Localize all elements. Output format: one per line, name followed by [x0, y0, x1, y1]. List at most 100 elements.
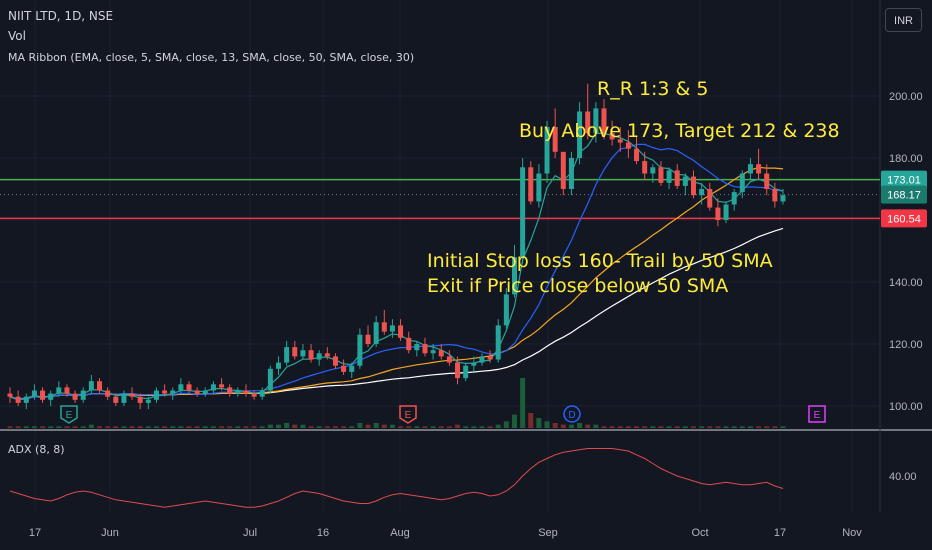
- adx-pane: [9, 448, 784, 508]
- candle-body: [503, 294, 509, 326]
- event-marker-earnings: [60, 405, 78, 424]
- volume-bar: [15, 426, 21, 428]
- annotations: R_R 1:3 & 5 Buy Above 173, Target 212 & 2…: [427, 78, 840, 297]
- candle-body: [381, 322, 387, 332]
- event-marker-earnings-upcoming: [808, 405, 826, 423]
- vol-indicator-label[interactable]: Vol: [8, 29, 26, 43]
- event-marker-label: E: [814, 410, 821, 421]
- volume-bar: [414, 426, 420, 428]
- volume-bar: [544, 421, 550, 428]
- price-badges: 173.01 168.17 160.54: [881, 170, 927, 228]
- annotation-text: Initial Stop loss 160- Trail by 50 SMA: [427, 250, 773, 272]
- volume-bar: [731, 426, 737, 428]
- volume-bar: [292, 424, 298, 428]
- volume-bar: [308, 426, 314, 428]
- candle-body: [617, 139, 623, 143]
- volume-bar: [601, 426, 607, 428]
- candle-body: [210, 384, 216, 391]
- candle-body: [560, 151, 566, 189]
- volume-bar: [365, 424, 371, 428]
- candle-body: [284, 347, 290, 363]
- volume-bar: [617, 426, 623, 428]
- candle-body: [487, 356, 493, 360]
- volume-bar: [251, 426, 257, 428]
- candle-body: [365, 334, 371, 344]
- volume-bar: [682, 426, 688, 428]
- volume-bar: [300, 424, 306, 428]
- candle-body: [227, 387, 233, 394]
- adx-indicator-label[interactable]: ADX (8, 8): [8, 443, 65, 456]
- candle-body: [756, 164, 762, 174]
- volume-bar: [650, 426, 656, 428]
- badge-last-price: [881, 185, 927, 204]
- volume-bar: [699, 426, 705, 428]
- time-tick-label: Jul: [243, 527, 257, 539]
- volume-bar: [113, 426, 119, 428]
- volume-bar: [487, 426, 493, 428]
- volume-bar: [31, 426, 37, 428]
- candle-body: [764, 173, 770, 189]
- volume-bar: [690, 426, 696, 428]
- time-tick-label: 17: [774, 527, 786, 539]
- candle-body: [251, 393, 257, 397]
- volume-bar: [227, 426, 233, 428]
- badge-support-label: 160.54: [887, 213, 921, 225]
- candle-body: [373, 322, 379, 344]
- candle-body: [446, 356, 452, 363]
- volume-bar: [186, 426, 192, 428]
- event-marker-label: E: [66, 410, 73, 421]
- volume-bar: [634, 426, 640, 428]
- candle-body: [707, 189, 713, 208]
- annotation-text: R_R 1:3 & 5: [597, 78, 709, 100]
- volume-bar: [56, 426, 62, 428]
- candle-body: [137, 396, 143, 403]
- candle-body: [601, 108, 607, 134]
- volume-bar: [438, 426, 444, 428]
- candle-body: [178, 384, 184, 391]
- time-axis[interactable]: 17 Jun Jul 16 Aug Sep Oct 17 Nov: [29, 527, 862, 539]
- volume-bar: [430, 426, 436, 428]
- candle-body: [666, 170, 672, 183]
- candle-body: [113, 396, 119, 403]
- candle-body: [747, 164, 753, 174]
- symbol-title[interactable]: NIIT LTD, 1D, NSE: [8, 9, 114, 23]
- volume-bar: [373, 423, 379, 428]
- volume-bar: [40, 426, 46, 428]
- candle-body: [625, 142, 631, 149]
- volume-bar: [707, 426, 713, 428]
- candle-body: [731, 192, 737, 205]
- volume-bar: [162, 426, 168, 428]
- volume-bar: [593, 424, 599, 428]
- volume-bar: [536, 418, 542, 428]
- time-tick-label: 17: [29, 527, 41, 539]
- time-tick-label: Sep: [538, 527, 558, 539]
- currency-button[interactable]: INR: [885, 8, 922, 32]
- sma13-line: [9, 143, 784, 401]
- candle-body: [422, 344, 428, 354]
- volume-bar: [145, 426, 151, 428]
- volume-bar: [511, 414, 517, 428]
- price-tick-label: 120.00: [889, 339, 923, 351]
- badge-resistance: [881, 170, 927, 189]
- candle-body: [471, 362, 477, 366]
- volume-bar: [276, 424, 282, 428]
- volume-bar: [609, 426, 615, 428]
- volume-bar: [316, 426, 322, 428]
- volume-bar: [568, 424, 574, 428]
- volume-bar: [642, 426, 648, 428]
- candle-body: [7, 393, 13, 397]
- volume-bar: [723, 426, 729, 428]
- candle-body: [690, 176, 696, 196]
- ma-ribbon-label[interactable]: MA Ribbon (EMA, close, 5, SMA, close, 13…: [8, 51, 415, 64]
- volume-bar: [178, 426, 184, 428]
- candle-body: [544, 127, 550, 174]
- volume-bar: [406, 426, 412, 428]
- candle-body: [80, 390, 86, 400]
- candles: [7, 83, 786, 410]
- candle-body: [88, 381, 94, 391]
- candle-body: [739, 173, 745, 193]
- candle-body: [389, 325, 395, 332]
